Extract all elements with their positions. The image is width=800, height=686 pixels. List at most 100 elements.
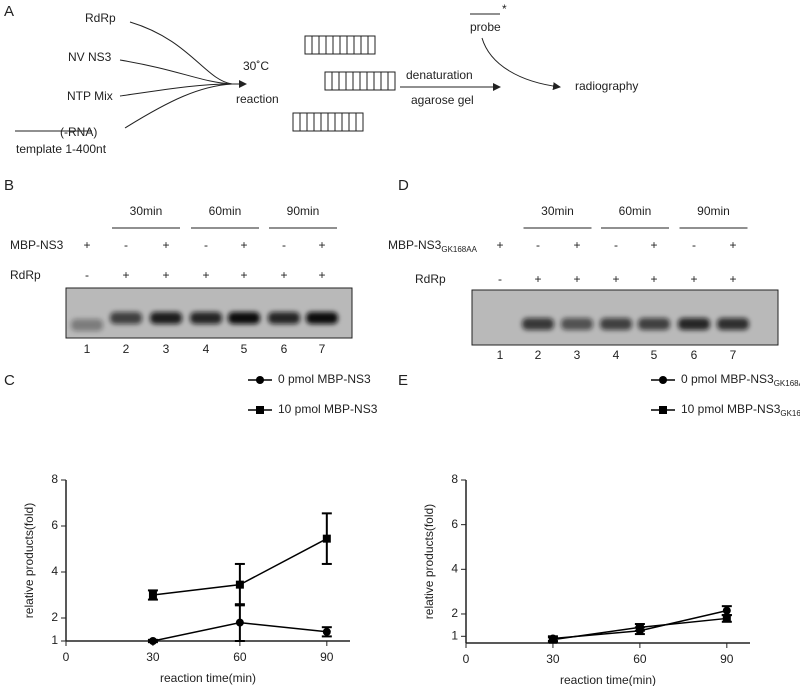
- lane-number: 3: [163, 342, 170, 356]
- x-tick-label: 30: [146, 650, 160, 664]
- panel-label: D: [398, 177, 409, 194]
- protein-sign: +: [318, 238, 325, 252]
- lane-number: 1: [84, 342, 91, 356]
- lane-number: 7: [319, 342, 326, 356]
- y-tick-label: 6: [451, 517, 458, 531]
- rdrp-sign: +: [690, 272, 697, 286]
- gel-image: [471, 289, 779, 346]
- input-label: (-RNA): [60, 125, 97, 139]
- probe-mark: *: [502, 2, 507, 16]
- lane-number: 7: [730, 348, 737, 362]
- lane-number: 6: [281, 342, 288, 356]
- protein-sign: +: [162, 238, 169, 252]
- legend-name: 0 pmol MBP-NS3: [681, 372, 774, 386]
- rdrp-sign: +: [729, 272, 736, 286]
- lane-number: 5: [241, 342, 248, 356]
- lane-number: 2: [123, 342, 130, 356]
- data-point: [548, 635, 557, 644]
- gel-band: [561, 318, 593, 330]
- x-tick-label: 60: [633, 652, 647, 666]
- readout-label: radiography: [575, 79, 638, 93]
- legend-subscript: GK168AA: [780, 409, 800, 418]
- x-tick-label: 90: [720, 652, 734, 666]
- panel-label: A: [4, 3, 14, 20]
- gel-band: [110, 312, 142, 324]
- y-tick-label: 1: [451, 628, 458, 642]
- protein-sign: -: [692, 238, 696, 252]
- input-curve: [119, 83, 233, 97]
- panel-label: C: [4, 372, 15, 389]
- y-tick-label: 6: [51, 518, 58, 532]
- x-tick-label: 30: [546, 652, 560, 666]
- condition-label: 30˚C: [243, 59, 269, 73]
- legend-label: 10 pmol MBP-NS3GK168AA: [681, 402, 800, 418]
- y-tick-label: 2: [51, 610, 58, 624]
- input-curve: [124, 83, 233, 129]
- legend-name: 0 pmol MBP-NS3: [278, 372, 371, 386]
- protein-label: MBP-NS3: [10, 238, 64, 252]
- protein-name: MBP-NS3: [388, 238, 442, 252]
- gel-band: [600, 318, 632, 330]
- rdrp-sign: +: [202, 268, 209, 282]
- gel-band: [268, 312, 300, 324]
- protein-sign: +: [573, 238, 580, 252]
- protein-subscript: GK168AA: [441, 245, 477, 254]
- protein-sign: -: [282, 238, 286, 252]
- time-label: 90min: [287, 204, 320, 218]
- rdrp-sign: +: [122, 268, 129, 282]
- input-label: RdRp: [85, 11, 116, 25]
- gel-band: [71, 319, 103, 331]
- lane-number: 6: [691, 348, 698, 362]
- rdrp-sign: +: [240, 268, 247, 282]
- x-tick-label: 60: [233, 650, 247, 664]
- legend-label: 0 pmol MBP-NS3: [278, 372, 371, 386]
- data-point: [235, 580, 244, 589]
- input-label: NTP Mix: [67, 89, 113, 103]
- rdrp-label: RdRp: [10, 268, 41, 282]
- data-point: [722, 614, 731, 623]
- x-axis-label: reaction time(min): [560, 673, 656, 686]
- legend-marker: [256, 376, 264, 384]
- input-label: NV NS3: [68, 50, 112, 64]
- legend-marker: [659, 406, 667, 414]
- y-tick-label: 1: [51, 633, 58, 647]
- data-point: [148, 637, 157, 645]
- data-point: [322, 627, 331, 636]
- x-axis-label: reaction time(min): [160, 671, 256, 685]
- rdrp-sign: +: [573, 272, 580, 286]
- panel-label: B: [4, 177, 14, 194]
- y-tick-label: 2: [451, 606, 458, 620]
- legend-subscript: GK168AA: [774, 379, 800, 388]
- y-axis-label: relative products(fold): [422, 504, 436, 619]
- gel-band: [306, 312, 338, 324]
- lane-number: 2: [535, 348, 542, 362]
- step-label: denaturation: [406, 68, 473, 82]
- legend-label: 0 pmol MBP-NS3GK168AA: [681, 372, 800, 388]
- y-tick-label: 8: [451, 472, 458, 486]
- time-label: 30min: [130, 204, 163, 218]
- protein-sign: -: [204, 238, 208, 252]
- protein-sign: +: [240, 238, 247, 252]
- lane-number: 3: [574, 348, 581, 362]
- probe-label: probe: [470, 20, 501, 34]
- lane-number: 4: [203, 342, 210, 356]
- protein-sign: +: [729, 238, 736, 252]
- time-label: 60min: [619, 204, 652, 218]
- legend-marker: [659, 376, 667, 384]
- lane-number: 1: [497, 348, 504, 362]
- rdrp-sign: +: [612, 272, 619, 286]
- protein-sign: +: [496, 238, 503, 252]
- data-point: [235, 618, 244, 627]
- data-point: [635, 623, 644, 632]
- time-label: 60min: [209, 204, 242, 218]
- data-point: [322, 534, 331, 543]
- gel-band: [150, 312, 182, 324]
- legend-name: 10 pmol MBP-NS3: [278, 402, 378, 416]
- legend-marker: [256, 406, 264, 414]
- rna-icons: [292, 35, 396, 132]
- panel-label: E: [398, 372, 408, 389]
- step-label: agarose gel: [411, 93, 474, 107]
- y-tick-label: 4: [451, 561, 458, 575]
- protein-sign: -: [536, 238, 540, 252]
